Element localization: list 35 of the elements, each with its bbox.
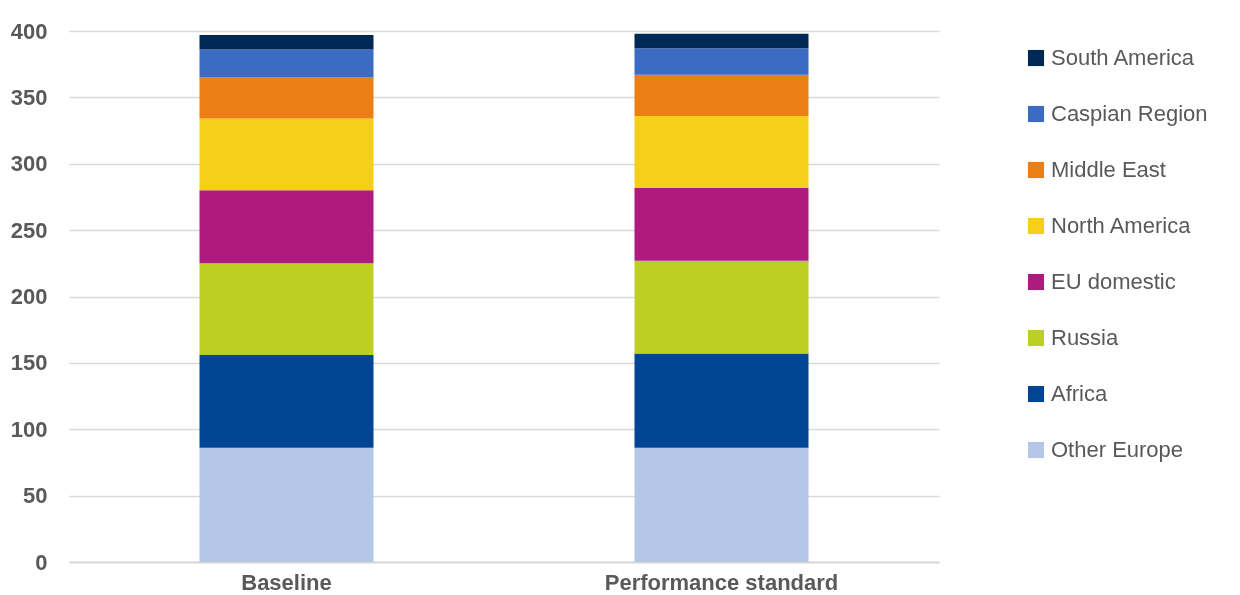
legend-label: Caspian Region	[1051, 101, 1208, 126]
y-tick-label: 250	[10, 217, 48, 243]
bar	[634, 74, 809, 116]
x-tick-label: Baseline	[241, 569, 332, 595]
bar	[634, 447, 809, 562]
y-tick-label: 400	[10, 18, 48, 44]
legend-label: Africa	[1051, 381, 1108, 406]
y-tick-label: 350	[10, 84, 48, 110]
bar	[199, 447, 374, 562]
y-tick-label: 200	[10, 284, 48, 309]
legend-label: Russia	[1051, 325, 1120, 350]
bar	[199, 49, 374, 78]
bar	[199, 263, 374, 355]
bar	[634, 187, 809, 261]
y-tick-label: 150	[10, 350, 48, 376]
y-tick-label: 100	[10, 416, 48, 442]
legend-label: Middle East	[1051, 157, 1166, 182]
bar	[199, 77, 374, 119]
bar	[634, 353, 809, 448]
bar	[634, 260, 809, 354]
y-tick-label: 0	[35, 549, 48, 575]
y-tick-label: 300	[10, 151, 48, 177]
y-tick-label: 50	[23, 483, 48, 509]
x-tick-label: Performance standard	[604, 569, 839, 595]
legend-label: North America	[1051, 213, 1192, 238]
bar	[634, 115, 809, 188]
bar	[634, 48, 809, 75]
bar	[199, 34, 374, 50]
legend-label: EU domestic	[1051, 269, 1176, 294]
bar	[199, 354, 374, 448]
bar	[199, 190, 374, 264]
bar	[634, 33, 809, 49]
legend-label: Other Europe	[1051, 437, 1184, 462]
bar	[199, 118, 374, 191]
legend-label: South America	[1051, 45, 1195, 70]
